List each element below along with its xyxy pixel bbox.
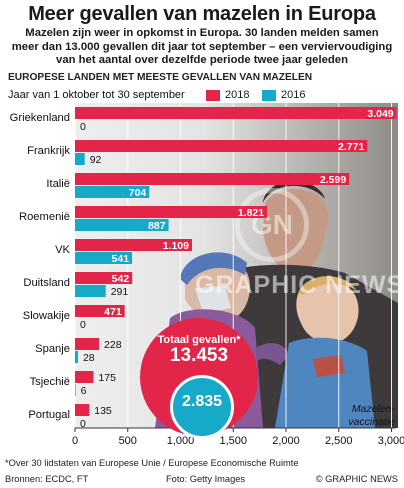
data-label-2016: 92: [90, 154, 102, 166]
bar-2018: [75, 140, 368, 152]
data-label-2018: 175: [98, 372, 116, 384]
data-label-2016: 541: [112, 253, 130, 265]
category-label: Italië: [46, 178, 70, 190]
x-tick-label: 1,500: [219, 435, 247, 447]
bar-2016: [75, 384, 76, 396]
sources: Bronnen: ECDC, FT: [5, 474, 89, 484]
subtitle-line: van het aantal over dezelfde periode twe…: [56, 54, 348, 67]
copyright: © GRAPHIC NEWS: [315, 474, 398, 484]
caption-line: vaccinatie: [348, 415, 395, 428]
bar-2016: [75, 252, 133, 264]
bar-2018: [75, 404, 90, 416]
bar-2018: [75, 338, 100, 350]
data-label-2018: 3.049: [367, 108, 393, 120]
bar-2016: [75, 186, 150, 198]
bar-2018: [75, 371, 94, 383]
chart-title: Meer gevallen van mazelen in Europa: [28, 3, 376, 25]
photo-credit: Foto: Getty Images: [166, 474, 246, 484]
total-2016-circle: [170, 375, 234, 439]
chart-subtitle: Mazelen zijn weer in opkomst in Europa. …: [8, 27, 396, 68]
category-label: Portugal: [28, 409, 70, 421]
category-label: Duitsland: [23, 277, 70, 289]
photo-caption: Mazelen- vaccinatie: [345, 403, 395, 428]
category-label: VK: [55, 244, 70, 256]
data-label-2016: 28: [83, 352, 95, 364]
data-label-2018: 542: [112, 273, 130, 285]
legend-item-2018: 2018: [206, 89, 249, 101]
bar-2016: [75, 219, 169, 231]
x-tick-label: 2,000: [272, 435, 300, 447]
bar-2018: [75, 272, 133, 284]
legend-swatch-2018: [206, 89, 220, 101]
bar-2018: [75, 305, 125, 317]
data-label-2016: 0: [80, 121, 86, 133]
data-label-2016: 0: [80, 418, 86, 430]
data-label-2016: 887: [148, 220, 166, 232]
data-label-2018: 228: [104, 339, 122, 351]
data-label-2018: 471: [104, 306, 122, 318]
data-label-2018: 2.771: [338, 141, 364, 153]
bar-2018: [75, 239, 192, 251]
data-label-2018: 1.821: [238, 207, 264, 219]
legend-swatch-2016: [262, 89, 276, 101]
category-label: Roemenië: [19, 211, 70, 223]
bar-2016: [75, 285, 106, 297]
caption-line: Mazelen-: [351, 403, 395, 415]
watermark-text: GRAPHIC NEWS: [195, 271, 398, 299]
x-tick-label: 2,500: [325, 435, 353, 447]
total-2016-value: 2.835: [181, 393, 223, 410]
x-tick-label: 1,000: [167, 435, 195, 447]
category-label: Slowakije: [23, 310, 70, 322]
data-label-2016: 291: [111, 286, 129, 298]
category-label: Griekenland: [10, 112, 70, 124]
category-label: Frankrijk: [27, 145, 70, 157]
subtitle-line: meer dan 13.000 gevallen dit jaar tot se…: [11, 40, 393, 53]
x-tick-label: 500: [119, 435, 137, 447]
total-2018-value: 13.453: [169, 345, 229, 366]
period-label: Jaar van 1 oktober tot 30 september: [8, 89, 185, 101]
x-tick-label: 0: [72, 435, 78, 447]
category-label: Tsjechië: [30, 376, 70, 388]
section-heading: EUROPESE LANDEN MET MEESTE GEVALLEN VAN …: [8, 72, 313, 83]
footnote: *Over 30 lidstaten van Europese Unie / E…: [5, 458, 299, 468]
data-label-2016: 0: [80, 319, 86, 331]
total-label: Totaal gevallen*: [157, 334, 241, 346]
bar-2018: [75, 107, 397, 119]
data-label-2018: 2.599: [320, 174, 346, 186]
bar-2018: [75, 206, 268, 218]
data-label-2018: 135: [94, 405, 112, 417]
bar-2018: [75, 173, 350, 185]
subtitle-line: Mazelen zijn weer in opkomst in Europa. …: [25, 27, 379, 39]
legend-item-2016: 2016: [262, 89, 305, 101]
legend-label-2018: 2018: [225, 89, 250, 101]
legend-label-2016: 2016: [281, 89, 306, 101]
x-tick-label: 3,000: [378, 435, 404, 447]
data-label-2016: 6: [81, 385, 87, 397]
bar-2016: [75, 351, 78, 363]
data-label-2016: 704: [129, 187, 147, 199]
data-label-2018: 1.109: [163, 240, 189, 252]
category-label: Spanje: [35, 343, 70, 355]
bar-2016: [75, 153, 85, 165]
